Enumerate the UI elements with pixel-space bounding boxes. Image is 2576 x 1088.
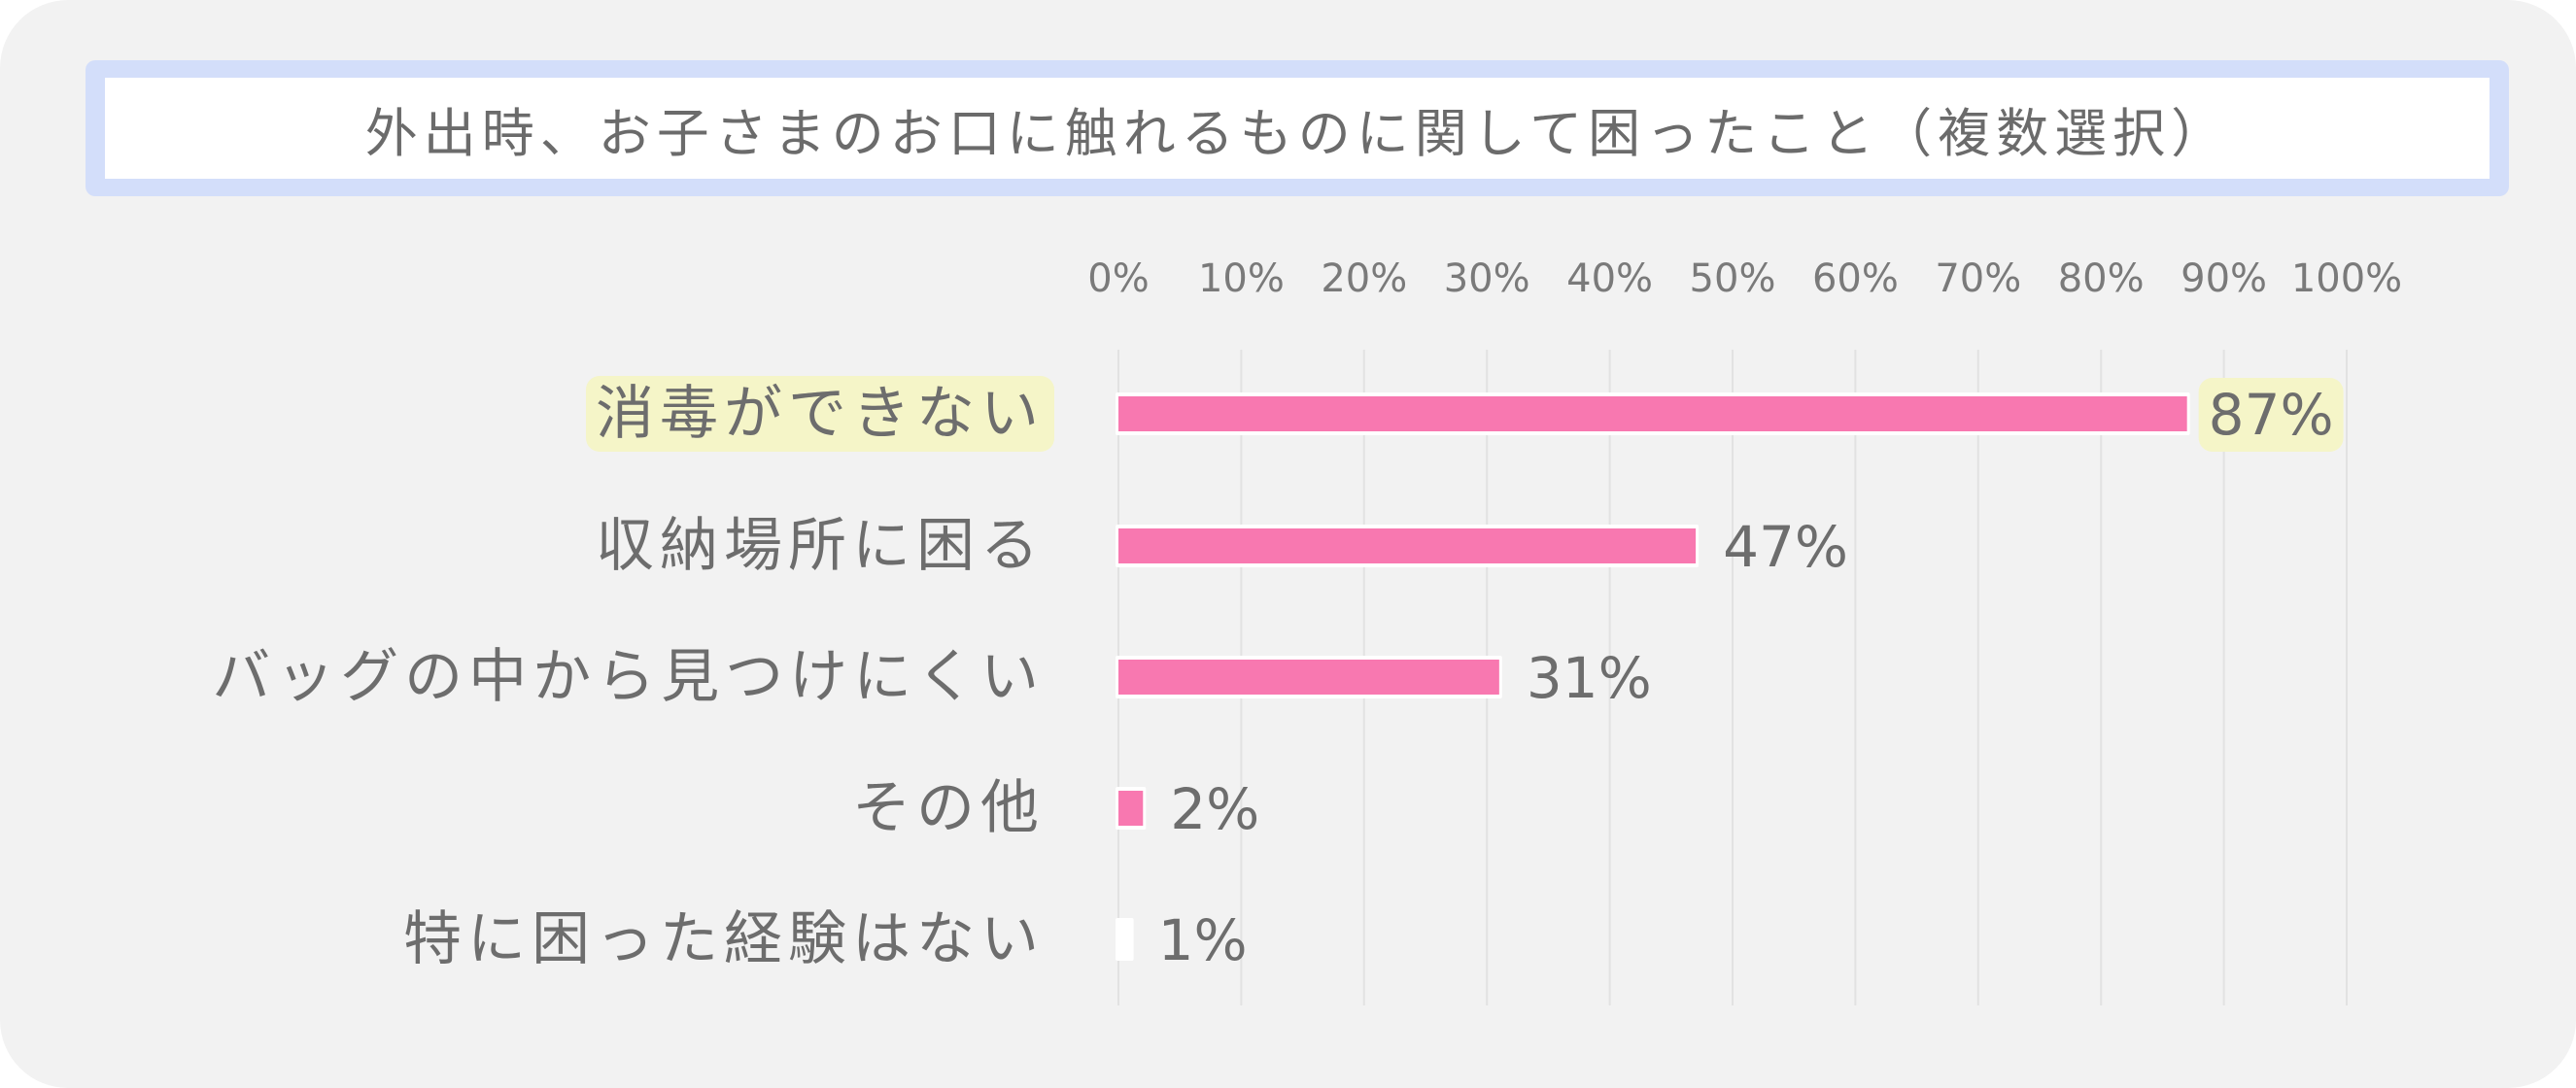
- x-axis-ticks: 0% 10% 20% 30% 40% 50% 60% 70% 80% 90% 100%: [1087, 256, 2402, 301]
- category-highlight: [586, 376, 1054, 452]
- bar: [1118, 396, 2187, 431]
- category-label: その他: [852, 774, 1045, 842]
- x-tick-label: 70%: [1935, 256, 2021, 301]
- category-label: バッグの中から見つけにくい: [212, 643, 1045, 711]
- bar: [1118, 791, 1144, 826]
- value-highlight: [2198, 378, 2344, 452]
- value-label: 2%: [1170, 776, 1259, 842]
- bar: [1118, 528, 1697, 563]
- value-label: 47%: [1723, 514, 1848, 580]
- x-tick-label: 40%: [1566, 256, 1653, 301]
- bar-outline: [1116, 918, 1134, 961]
- value-label: 31%: [1527, 645, 1652, 711]
- x-tick-label: 50%: [1690, 256, 1776, 301]
- x-tick-label: 90%: [2181, 256, 2267, 301]
- x-tick-label: 0%: [1087, 256, 1149, 301]
- x-tick-label: 100%: [2291, 256, 2402, 301]
- value-labels: 87% 47% 31% 2% 1%: [1158, 382, 2334, 973]
- x-tick-label: 60%: [1812, 256, 1899, 301]
- title-panel: 外出時、お子さまのお口に触れるものに関して困ったこと（複数選択）: [105, 78, 2490, 179]
- category-label: 収納場所に困る: [596, 512, 1045, 580]
- value-label: 1%: [1158, 907, 1248, 973]
- title-frame: 外出時、お子さまのお口に触れるものに関して困ったこと（複数選択）: [86, 60, 2509, 196]
- category-label: 消毒ができない: [596, 380, 1045, 448]
- chart-title: 外出時、お子さまのお口に触れるものに関して困ったこと（複数選択）: [364, 102, 2230, 164]
- x-tick-label: 20%: [1321, 256, 1407, 301]
- value-label: 87%: [2209, 382, 2334, 448]
- x-tick-label: 30%: [1444, 256, 1530, 301]
- bar: [1118, 660, 1499, 695]
- x-tick-label: 10%: [1198, 256, 1285, 301]
- bars: [1116, 392, 2190, 961]
- category-label: 特に困った経験はない: [403, 905, 1045, 973]
- x-tick-label: 80%: [2058, 256, 2145, 301]
- highlights: [586, 376, 2344, 452]
